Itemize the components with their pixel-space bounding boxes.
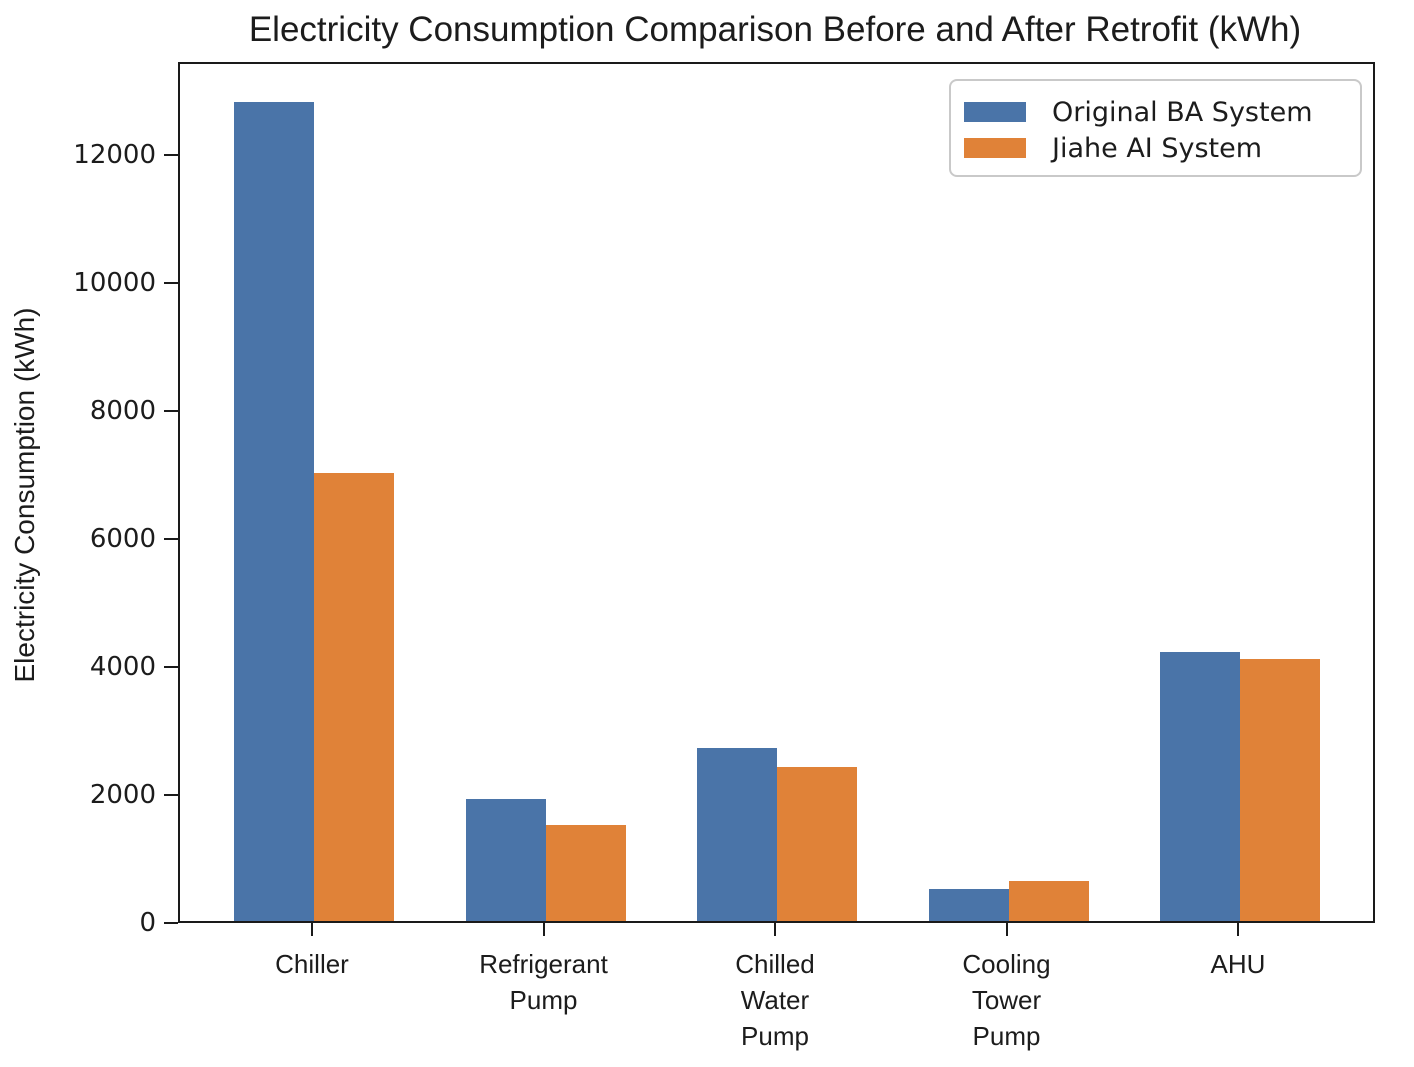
- x-tick-label-line: Pump: [509, 985, 578, 1015]
- bar-original-ba-system-ahu: [1160, 652, 1240, 921]
- bar-jiahe-ai-system-ahu: [1240, 659, 1320, 921]
- x-tick-label-refrigerant-pump: Refrigerant Pump: [424, 946, 664, 1018]
- x-tick-label-ahu: AHU: [1118, 946, 1358, 982]
- legend: Original BA System Jiahe AI System: [949, 79, 1362, 177]
- y-tick-label-10000: 10000: [73, 267, 156, 298]
- y-tick-mark-6000: [164, 537, 178, 540]
- bar-original-ba-system-chilled-water-pump: [697, 748, 777, 921]
- y-tick-mark-2000: [164, 793, 178, 796]
- x-tick-label-line: Tower: [971, 985, 1042, 1015]
- legend-label-jiahe-ai-system: Jiahe AI System: [1052, 132, 1263, 164]
- x-tick-label-line: Cooling: [962, 949, 1051, 979]
- x-tick-label-line: AHU: [1210, 949, 1266, 979]
- legend-swatch-jiahe-ai-system: [964, 138, 1026, 158]
- y-tick-mark-8000: [164, 409, 178, 412]
- y-tick-mark-12000: [164, 153, 178, 156]
- bar-jiahe-ai-system-cooling-tower-pump: [1008, 881, 1089, 921]
- bar-jiahe-ai-system-refrigerant-pump: [545, 825, 626, 921]
- y-tick-label-0: 0: [139, 908, 156, 938]
- x-tick-mark-chilled-water-pump: [774, 923, 776, 936]
- y-tick-mark-10000: [164, 281, 178, 284]
- bar-jiahe-ai-system-chilled-water-pump: [777, 767, 857, 921]
- legend-label-original-ba-system: Original BA System: [1052, 96, 1313, 128]
- x-tick-label-line: Pump: [741, 1021, 809, 1051]
- y-tick-label-6000: 6000: [89, 523, 156, 554]
- x-tick-label-line: Chiller: [275, 949, 349, 979]
- x-tick-label-line: Pump: [972, 1021, 1041, 1051]
- bar-jiahe-ai-system-chiller: [314, 473, 394, 921]
- bar-original-ba-system-cooling-tower-pump: [928, 889, 1009, 921]
- x-tick-label-line: Chilled: [735, 949, 815, 979]
- x-tick-mark-refrigerant-pump: [542, 923, 545, 936]
- y-axis-label-text: Electricity Consumption (kWh): [9, 307, 40, 683]
- legend-item-jiahe: Jiahe AI System: [964, 130, 1360, 166]
- x-tick-mark-ahu: [1237, 923, 1239, 936]
- x-tick-label-chilled-water-pump: Chilled Water Pump: [655, 946, 895, 1054]
- legend-swatch-original-ba-system: [964, 102, 1026, 122]
- y-tick-mark-0: [164, 922, 178, 924]
- y-tick-mark-4000: [164, 665, 178, 668]
- bar-original-ba-system-refrigerant-pump: [465, 799, 546, 921]
- bars-layer: [180, 64, 1373, 921]
- y-tick-label-2000: 2000: [89, 779, 156, 810]
- legend-item-original: Original BA System: [964, 94, 1360, 130]
- bar-original-ba-system-chiller: [234, 102, 314, 921]
- y-tick-label-8000: 8000: [89, 395, 156, 426]
- chart-title: Electricity Consumption Comparison Befor…: [248, 10, 1302, 49]
- x-tick-label-line: Water: [740, 985, 810, 1015]
- plot-area: Original BA System Jiahe AI System: [178, 62, 1375, 923]
- y-tick-label-12000: 12000: [73, 139, 156, 170]
- x-tick-mark-chiller: [311, 923, 313, 936]
- x-tick-label-cooling-tower-pump: Cooling Tower Pump: [887, 946, 1127, 1054]
- x-tick-label-chiller: Chiller: [192, 946, 432, 982]
- y-tick-label-4000: 4000: [89, 651, 156, 682]
- x-tick-label-line: Refrigerant: [479, 949, 608, 979]
- x-tick-mark-cooling-tower-pump: [1005, 923, 1008, 936]
